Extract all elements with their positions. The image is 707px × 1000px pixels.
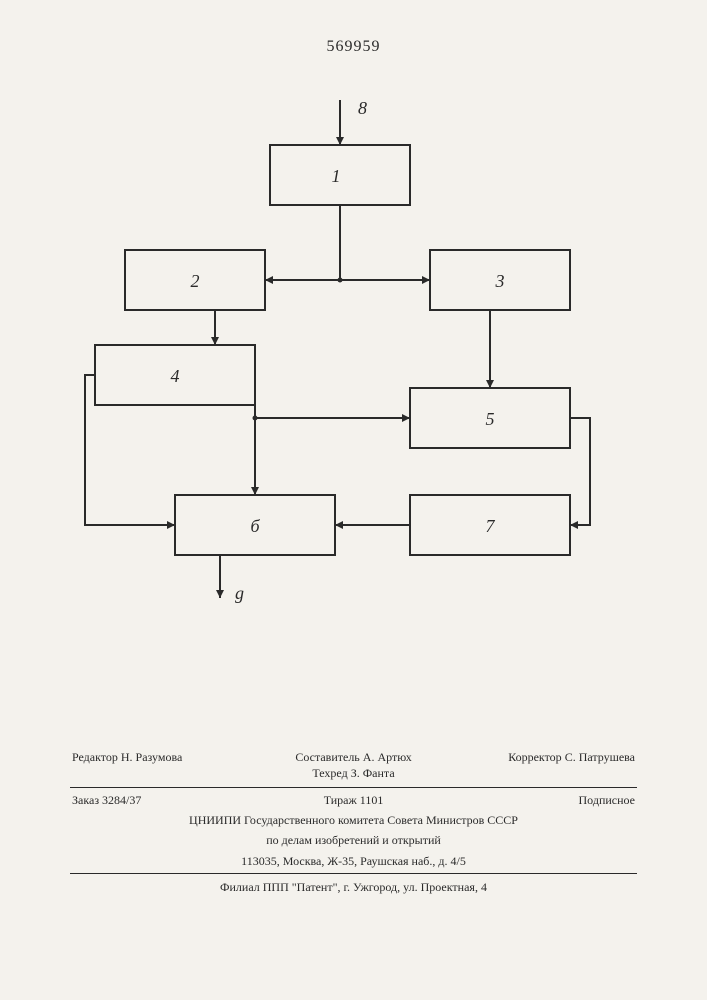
editor-name: Н. Разумова bbox=[121, 750, 182, 764]
address: 113035, Москва, Ж-35, Раушская наб., д. … bbox=[70, 851, 637, 871]
tirage: Тираж 1101 bbox=[260, 792, 448, 808]
techred-label: Техред bbox=[312, 766, 347, 780]
order-number: Заказ 3284/37 bbox=[72, 792, 260, 808]
corrector-name: С. Патрушева bbox=[565, 750, 635, 764]
node-6-label: б bbox=[250, 516, 260, 536]
patent-number: 569959 bbox=[0, 38, 707, 56]
node-4-label: 4 bbox=[171, 366, 180, 386]
compiler-name: А. Артюх bbox=[363, 750, 412, 764]
io-label-8: 8 bbox=[358, 98, 367, 118]
subscription: Подписное bbox=[447, 792, 635, 808]
node-3-label: 3 bbox=[495, 271, 505, 291]
credits-block: Редактор Н. Разумова Составитель А. Артю… bbox=[70, 749, 637, 895]
org-line-2: по делам изобретений и открытий bbox=[70, 830, 637, 850]
footer-line: Филиал ППП "Патент", г. Ужгород, ул. Про… bbox=[70, 876, 637, 895]
edge-n4-loop-n6 bbox=[85, 375, 175, 525]
editor-label: Редактор bbox=[72, 750, 118, 764]
node-5-label: 5 bbox=[486, 409, 495, 429]
edge-n5-loop-n7 bbox=[570, 418, 590, 525]
io-label-g: g bbox=[235, 583, 244, 603]
block-diagram: 8 1 2 3 4 5 bbox=[80, 90, 600, 610]
corrector-label: Корректор bbox=[508, 750, 562, 764]
node-2-label: 2 bbox=[191, 271, 200, 291]
org-line-1: ЦНИИПИ Государственного комитета Совета … bbox=[70, 810, 637, 830]
node-7-label: 7 bbox=[486, 516, 496, 536]
node-1-label: 1 bbox=[332, 166, 341, 186]
divider-1 bbox=[70, 787, 637, 788]
divider-2 bbox=[70, 873, 637, 874]
compiler-label: Составитель bbox=[295, 750, 359, 764]
techred-name: З. Фанта bbox=[351, 766, 395, 780]
